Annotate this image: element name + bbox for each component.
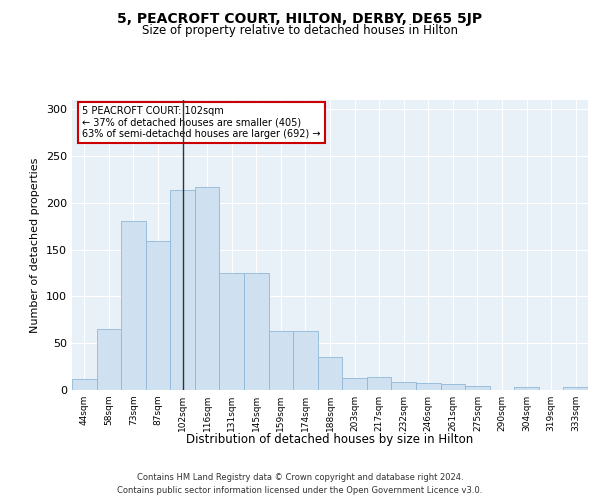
Text: Contains public sector information licensed under the Open Government Licence v3: Contains public sector information licen… (118, 486, 482, 495)
Bar (416, 382, 440, 390)
Bar (195, 187, 220, 390)
Bar (367, 377, 391, 390)
Bar (121, 220, 146, 390)
Bar (514, 387, 539, 390)
Bar (269, 331, 293, 390)
Bar (318, 358, 342, 390)
Bar (465, 386, 490, 390)
Bar (244, 273, 269, 390)
Text: Contains HM Land Registry data © Crown copyright and database right 2024.: Contains HM Land Registry data © Crown c… (137, 472, 463, 482)
Bar (146, 242, 170, 390)
Bar (563, 387, 588, 390)
Bar (170, 190, 195, 390)
Bar (97, 329, 121, 390)
Bar (391, 382, 416, 390)
Text: Size of property relative to detached houses in Hilton: Size of property relative to detached ho… (142, 24, 458, 37)
Y-axis label: Number of detached properties: Number of detached properties (31, 158, 40, 332)
Bar (293, 331, 318, 390)
Text: 5 PEACROFT COURT: 102sqm
← 37% of detached houses are smaller (405)
63% of semi-: 5 PEACROFT COURT: 102sqm ← 37% of detach… (82, 106, 321, 139)
Bar (220, 273, 244, 390)
Bar (72, 379, 97, 390)
Bar (342, 378, 367, 390)
Text: Distribution of detached houses by size in Hilton: Distribution of detached houses by size … (187, 432, 473, 446)
Bar (440, 384, 465, 390)
Text: 5, PEACROFT COURT, HILTON, DERBY, DE65 5JP: 5, PEACROFT COURT, HILTON, DERBY, DE65 5… (118, 12, 482, 26)
